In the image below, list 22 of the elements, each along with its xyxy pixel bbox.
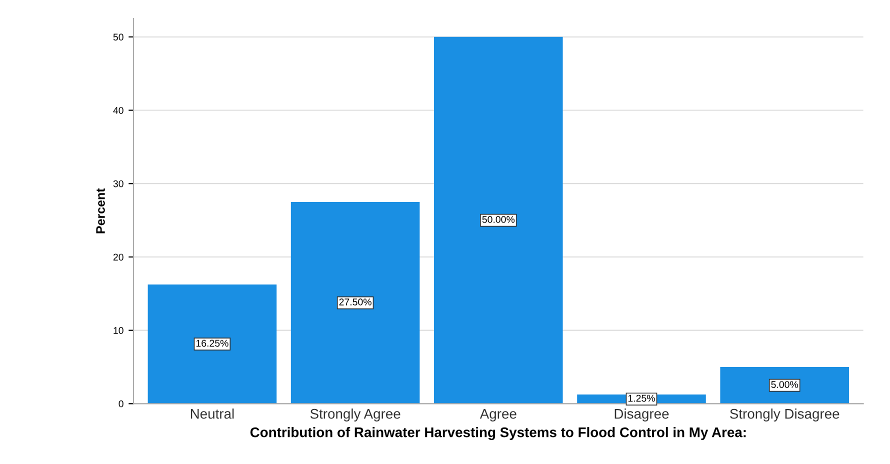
x-tick-label: Neutral (190, 408, 234, 419)
y-tick-label: 50 (113, 34, 124, 41)
data-label: 27.50% (339, 298, 372, 306)
y-tick-label: 40 (113, 106, 124, 114)
x-tick-label: Agree (480, 409, 516, 422)
bar (434, 36, 563, 404)
bar (148, 284, 277, 404)
x-tick-label: Strongly Disagree (730, 408, 840, 422)
data-label: 50.00% (482, 216, 515, 223)
x-tick-label: Disagree (614, 408, 669, 422)
y-tick-label: 0 (118, 400, 124, 408)
y-tick-label: 20 (113, 254, 124, 261)
y-tick-label: 10 (114, 327, 124, 334)
y-axis-title: Percent (96, 188, 105, 234)
data-label: 16.25% (196, 340, 228, 347)
data-label: 1.25% (628, 394, 655, 402)
y-tick-label: 30 (113, 180, 124, 188)
x-axis-title: Contribution of Rainwater Harvesting Systems to Flood Control in My Area: (250, 427, 746, 440)
bar (720, 367, 849, 404)
data-label: 5.00% (771, 381, 798, 388)
bar (290, 202, 420, 404)
x-tick-label: Strongly Agree (310, 408, 400, 422)
